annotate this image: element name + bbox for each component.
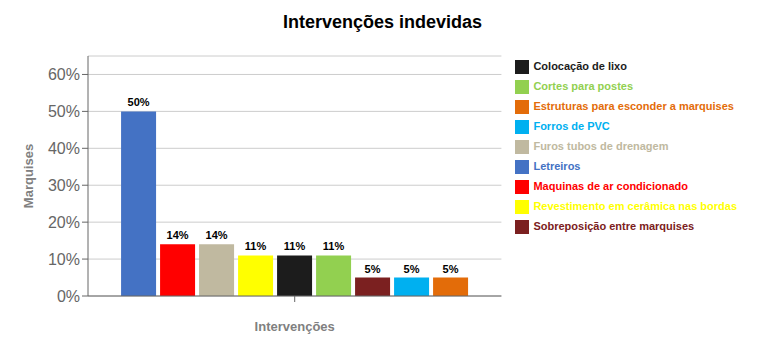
svg-text:30%: 30% <box>48 177 80 194</box>
svg-text:50%: 50% <box>48 103 80 120</box>
svg-text:11%: 11% <box>323 240 345 252</box>
svg-text:Marquises: Marquises <box>21 144 36 208</box>
svg-text:20%: 20% <box>48 214 80 231</box>
svg-text:5%: 5% <box>365 263 381 275</box>
svg-text:60%: 60% <box>48 66 80 83</box>
svg-text:50%: 50% <box>128 96 150 108</box>
svg-text:0%: 0% <box>57 288 80 305</box>
html-text:Furos tubos de drenagem: Furos tubos de drenagem <box>533 140 669 152</box>
svg-text:5%: 5% <box>404 263 420 275</box>
html-text:Estruturas para esconder a mar: Estruturas para esconder a marquises <box>533 100 734 112</box>
svg-text:14%: 14% <box>167 229 189 241</box>
svg-text:40%: 40% <box>48 140 80 157</box>
html-text:Intervenções indevidas: Intervenções indevidas <box>283 12 482 32</box>
svg-text:11%: 11% <box>284 240 306 252</box>
svg-text:14%: 14% <box>206 229 228 241</box>
svg-text:10%: 10% <box>48 251 80 268</box>
html-text:Cortes para postes: Cortes para postes <box>533 80 634 92</box>
html-text:Forros de PVC: Forros de PVC <box>533 120 610 132</box>
svg-text:11%: 11% <box>245 240 267 252</box>
html-text:Sobreposição entre marquises: Sobreposição entre marquises <box>533 220 695 232</box>
html-text:Revestimento em cerâmica nas b: Revestimento em cerâmica nas bordas <box>533 200 737 212</box>
svg-text:Intervenções: Intervenções <box>255 319 335 334</box>
svg-text:5%: 5% <box>443 263 459 275</box>
html-text:Letreiros: Letreiros <box>533 160 581 172</box>
html-text:Colocação de lixo: Colocação de lixo <box>533 60 627 72</box>
html-text:Maquinas de ar condicionado: Maquinas de ar condicionado <box>533 180 688 192</box>
